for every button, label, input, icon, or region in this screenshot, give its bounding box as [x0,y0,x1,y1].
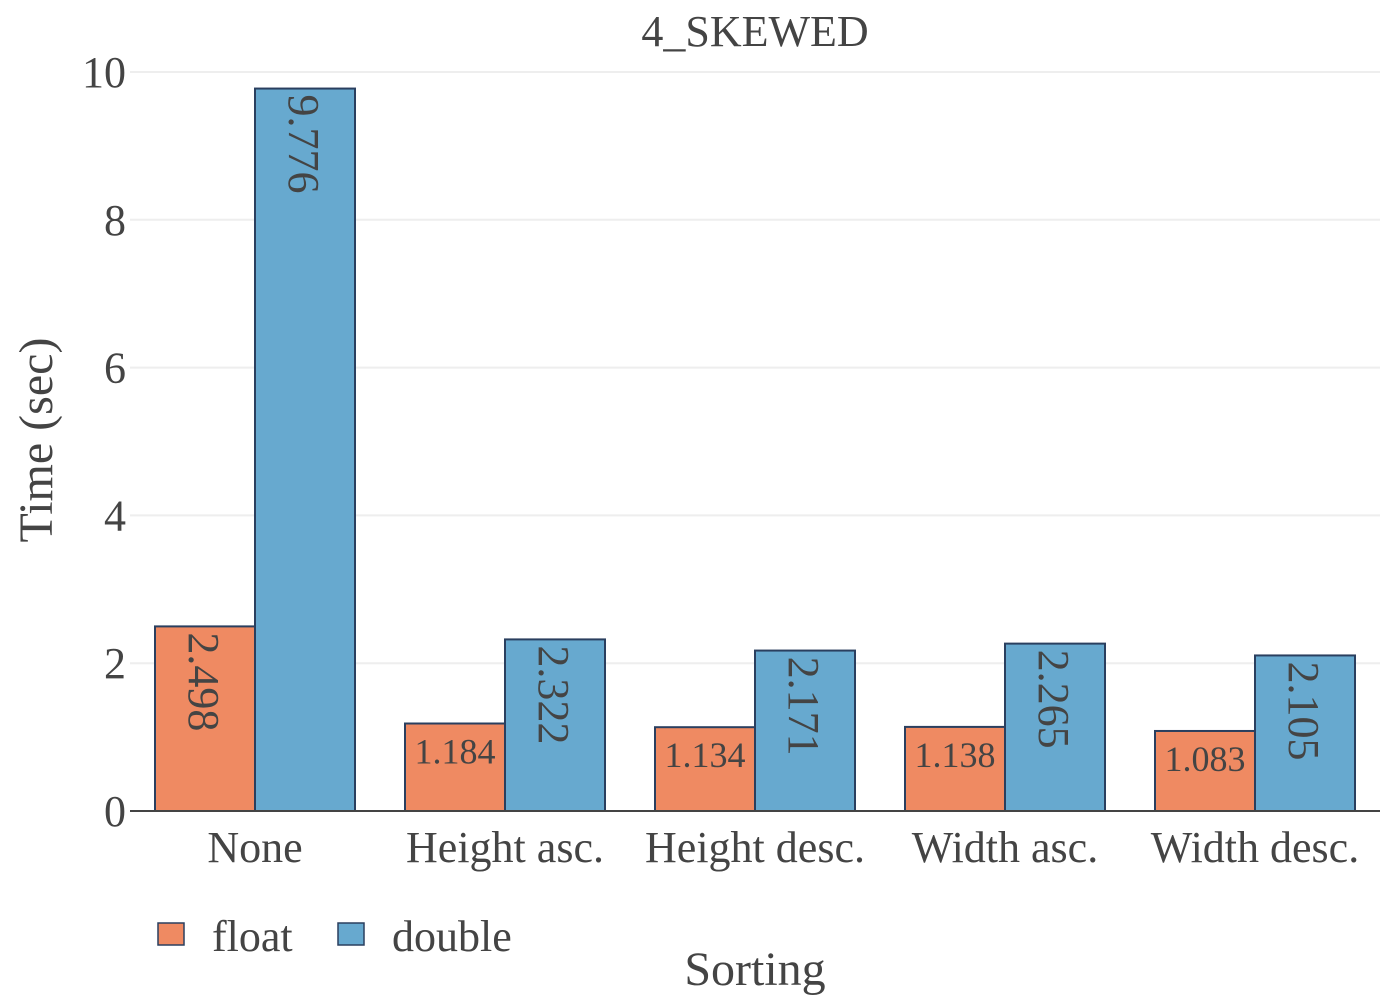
bars [154,87,1356,813]
bar-float [154,625,256,813]
bar-value-label: 1.083 [1165,739,1246,779]
y-tick-label: 10 [82,48,126,97]
x-axis-title: Sorting [684,943,825,996]
bar-value-label: 1.138 [915,735,996,775]
legend-swatch-float[interactable] [157,922,185,946]
bar-double [254,87,356,813]
bar-value-label: 2.265 [1029,650,1078,749]
bar-value-label: 2.498 [179,632,228,731]
bar-value-label: 1.134 [665,735,746,775]
bar-double [1004,642,1106,813]
legend: float double [157,912,512,961]
y-tick-labels: 0 2 4 6 8 10 [82,48,126,836]
chart-title: 4_SKEWED [641,7,868,56]
bar-double [504,638,606,812]
bar-value-label: 2.105 [1279,661,1328,760]
bar-double [1254,654,1356,812]
y-tick-label: 0 [104,787,126,836]
bar-double [754,649,856,813]
legend-label-float[interactable]: float [212,912,293,961]
bar-value-label: 1.184 [415,732,496,772]
bar-value-label: 2.171 [779,657,828,756]
x-tick-label: None [207,823,302,872]
x-tick-label: Height asc. [406,823,604,872]
y-axis-title: Time (sec) [10,338,63,543]
x-tick-label: Width asc. [912,823,1098,872]
y-tick-label: 6 [104,344,126,393]
y-tick-label: 8 [104,196,126,245]
x-tick-label: Height desc. [645,823,865,872]
bar-value-label: 2.322 [529,645,578,744]
legend-label-double[interactable]: double [392,912,512,961]
y-tick-label: 2 [104,639,126,688]
x-tick-label: Width desc. [1151,823,1359,872]
y-tick-label: 4 [104,491,126,540]
x-tick-labels: None Height asc. Height desc. Width asc. Wid… [207,823,1359,872]
legend-swatch-double[interactable] [337,922,365,946]
bar-value-label: 9.776 [279,95,328,194]
bar-value-labels: 2.498 9.776 1.184 2.322 1.134 2.171 1.138 2.265… [179,95,1328,779]
